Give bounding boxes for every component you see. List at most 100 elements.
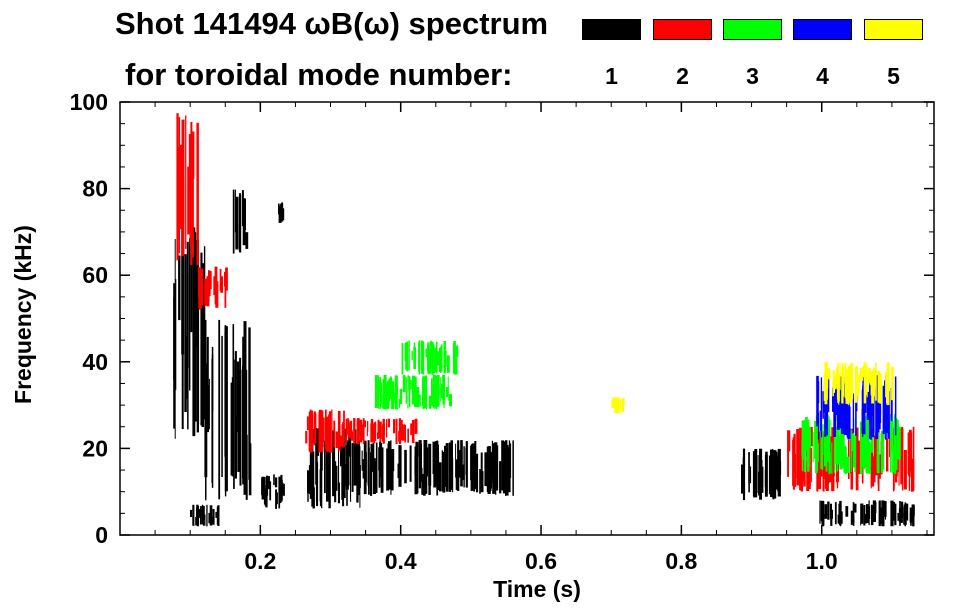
mode-3-streak [431, 342, 434, 375]
mode-2-streak [192, 173, 194, 258]
mode-2-streak [363, 420, 366, 428]
mode-1-region-0 [173, 227, 206, 439]
mode-1-streak [201, 263, 204, 427]
x-tick-label: 0.6 [525, 548, 557, 574]
mode-1-streak [462, 464, 465, 480]
mode-3-streak [424, 375, 427, 409]
mode-3-streak [801, 439, 803, 456]
mode-1-streak [369, 466, 371, 493]
mode-1-streak [173, 297, 176, 380]
mode-2-streak [198, 267, 201, 297]
legend-label-mode-5: 5 [887, 63, 900, 89]
mode-1-streak [368, 447, 370, 495]
mode-3-streak [447, 355, 450, 373]
mode-5-streak [839, 362, 841, 390]
mode-5-region-19 [611, 397, 625, 414]
mode-4-streak [833, 392, 836, 437]
mode-1-streak [892, 508, 895, 521]
mode-4-streak [884, 380, 887, 439]
mode-1-streak [206, 385, 209, 433]
mode-1-streak [490, 451, 492, 489]
mode-1-streak [357, 457, 360, 486]
mode-1-streak [501, 444, 503, 472]
mode-1-streak [742, 457, 744, 482]
legend-swatch-mode-2 [653, 19, 712, 40]
mode-2-streak [875, 432, 878, 476]
mode-2-streak [333, 420, 336, 448]
mode-1-streak [211, 346, 214, 488]
mode-2-streak [200, 268, 202, 310]
mode-4-streak [868, 379, 872, 440]
mode-1-streak [852, 502, 855, 526]
mode-1-streak [861, 504, 863, 522]
mode-2-streak [792, 437, 794, 481]
mode-1-streak [178, 255, 181, 321]
mode-3-streak [854, 435, 857, 473]
mode-2-streak [908, 429, 912, 471]
mode-2-streak [379, 421, 382, 442]
mode-3-streak [846, 456, 850, 473]
mode-2-streak [398, 418, 402, 444]
mode-1-streak [195, 517, 198, 526]
mode-1-streak [741, 464, 744, 494]
mode-5-streak [614, 397, 617, 414]
mode-1-streak [442, 452, 446, 493]
mode-1-streak [455, 459, 459, 490]
mode-1-streak [503, 441, 507, 481]
mode-1-streak [505, 444, 509, 496]
mode-2-streak [886, 438, 889, 472]
chart-subtitle: for toroidal mode number: [125, 57, 513, 92]
mode-2-streak [214, 271, 217, 288]
mode-3-streak [850, 429, 852, 473]
mode-3-streak [877, 414, 880, 468]
mode-2-streak [340, 435, 344, 447]
mode-1-streak [199, 506, 202, 525]
axis-ticks: 0.2 0.4 0.6 0.8 1.0 0 20 40 60 80 100 [70, 89, 934, 574]
mode-1-streak [372, 442, 375, 468]
mode-2-streak [347, 419, 350, 435]
mode-4-streak [861, 409, 864, 434]
mode-1-streak [203, 246, 206, 420]
mode-1-streak [906, 503, 909, 521]
mode-2-streak [345, 423, 348, 443]
mode-1-streak [245, 434, 248, 500]
mode-1-streak [495, 446, 497, 488]
mode-2-streak [201, 268, 204, 306]
mode-1-streak [512, 440, 514, 496]
mode-1-streak [199, 509, 201, 518]
mode-2-streak [873, 435, 876, 483]
mode-3-streak [399, 388, 403, 405]
mode-5-streak [828, 367, 831, 380]
mode-1-streak [221, 335, 223, 477]
mode-1-streak [341, 444, 344, 500]
mode-1-streak [239, 194, 242, 253]
mode-3-streak [431, 378, 433, 406]
mode-1-streak [845, 506, 849, 517]
y-tick-label: 0 [95, 522, 108, 548]
mode-1-streak [778, 467, 781, 488]
mode-2-streak [910, 432, 913, 478]
mode-2-streak [400, 419, 403, 441]
mode-3-streak [374, 375, 378, 408]
mode-1-streak [455, 443, 457, 478]
mode-1-streak [379, 442, 383, 478]
mode-2-streak [367, 420, 369, 432]
mode-2-streak [325, 409, 327, 450]
mode-4-streak [820, 391, 823, 438]
mode-4-streak [817, 381, 820, 404]
mode-1-streak [773, 450, 777, 499]
mode-5-streak [855, 366, 858, 403]
mode-1-streak [266, 475, 269, 496]
mode-3-streak [412, 375, 416, 405]
mode-5-streak [877, 371, 881, 403]
mode-5-streak [620, 398, 622, 413]
mode-2-streak [829, 440, 833, 466]
mode-3-streak [898, 426, 901, 460]
mode-1-streak [275, 489, 277, 509]
mode-1-streak [905, 503, 907, 520]
mode-3-streak [435, 375, 438, 410]
mode-1-streak [269, 481, 272, 501]
mode-2-streak [326, 434, 330, 447]
mode-2-streak [204, 278, 207, 306]
